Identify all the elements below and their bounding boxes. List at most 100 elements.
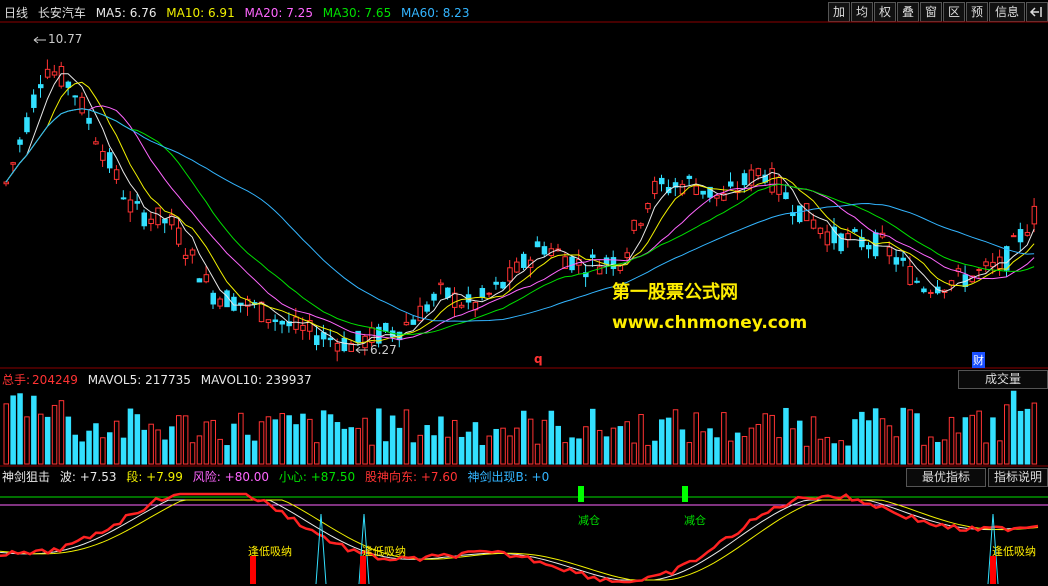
volume-bars	[3, 390, 1038, 465]
volume-bar	[590, 408, 596, 465]
candle-body	[348, 343, 354, 352]
volume-bar	[638, 414, 644, 465]
window-button[interactable]: 窗	[920, 2, 942, 22]
candle-body	[3, 181, 9, 185]
candle-body	[410, 319, 417, 325]
candle-body	[721, 193, 727, 201]
candle-body	[458, 304, 465, 308]
candle-body	[107, 152, 113, 169]
candle-body	[866, 244, 872, 250]
volume-bar	[438, 416, 444, 465]
volume-bar	[659, 419, 665, 465]
candle-body	[507, 267, 513, 282]
ma-line	[5, 108, 1035, 335]
volume-bar	[210, 419, 216, 465]
volume-bar	[217, 438, 223, 465]
volume-bar	[51, 404, 58, 465]
volume-bar	[610, 427, 617, 465]
volume-bar	[928, 436, 934, 465]
candle-body	[162, 218, 168, 224]
volume-bar	[665, 417, 672, 465]
volume-bar	[838, 440, 844, 465]
candle-body	[293, 316, 299, 330]
period-label[interactable]: 日线	[4, 6, 29, 20]
candle-body	[831, 226, 837, 244]
volume-bar	[231, 423, 237, 465]
volume-bar	[962, 417, 969, 465]
volume-bar	[203, 421, 210, 465]
candle-body	[824, 231, 831, 246]
forecast-button[interactable]: 预	[966, 2, 988, 22]
volume-bar	[458, 436, 465, 465]
volume-bar	[369, 444, 375, 465]
rights-button[interactable]: 权	[874, 2, 896, 22]
volume-bar	[976, 410, 982, 465]
watermark-url: www.chnmoney.com	[612, 313, 808, 333]
buy-signal-label: 逢低吸纳	[248, 545, 292, 558]
volume-bar	[514, 427, 520, 465]
candle-body	[258, 301, 265, 323]
buy-signal-label: 逢低吸纳	[362, 545, 406, 558]
range-button[interactable]: 区	[943, 2, 965, 22]
candle-body	[741, 173, 748, 186]
volume-bar	[969, 414, 975, 465]
candle-body	[334, 342, 341, 352]
volume-bar	[224, 445, 230, 465]
segment-line	[0, 499, 1039, 581]
volume-bar	[603, 436, 610, 465]
candle-body	[169, 214, 175, 226]
finance-marker[interactable]: 财	[972, 352, 985, 368]
volume-bar	[955, 432, 962, 465]
volume-bar	[1031, 402, 1038, 465]
volume-bar	[486, 435, 492, 465]
candle-body	[238, 302, 244, 306]
best-indicator-button[interactable]: 最优指标	[906, 468, 986, 487]
volume-bar	[555, 425, 561, 465]
volume-bar	[334, 422, 341, 465]
candle-body	[755, 168, 762, 177]
candle-body	[907, 266, 913, 285]
volume-bar	[831, 443, 837, 465]
overlay-button[interactable]: 叠	[897, 2, 919, 22]
volume-bar	[872, 408, 879, 465]
volume-bar	[762, 413, 768, 465]
sell-signal-bar	[682, 486, 688, 502]
candle-body	[603, 257, 610, 265]
volume-bar	[279, 413, 285, 465]
buy-signal-bar	[990, 556, 996, 584]
mavol5-value: MAVOL5: 217735	[87, 373, 191, 387]
candle-body	[631, 219, 637, 231]
candle-body	[17, 139, 23, 145]
candle-body	[148, 218, 154, 225]
candle-body	[24, 117, 30, 133]
candle-body	[452, 292, 458, 308]
volume-bar	[410, 442, 417, 465]
volume-bar	[714, 437, 720, 465]
add-button[interactable]: 加	[828, 2, 850, 22]
volume-bar	[721, 412, 727, 465]
volume-bar	[431, 435, 437, 465]
volume-bar	[3, 403, 9, 465]
volume-bar	[693, 412, 699, 465]
volume-bar	[907, 409, 913, 465]
volume-bar	[465, 431, 472, 465]
volume-bar	[493, 428, 499, 465]
ma-line	[5, 73, 1035, 346]
candle-body	[838, 233, 844, 252]
candle-body	[341, 337, 348, 352]
volume-bar	[169, 426, 175, 465]
volume-bar	[113, 420, 120, 465]
volume-bar	[859, 411, 865, 465]
volume-bar	[1010, 390, 1017, 465]
sell-signal-label: 减仓	[578, 514, 600, 527]
volume-bar	[617, 426, 624, 465]
indicator-help-button[interactable]: 指标说明	[988, 468, 1048, 487]
marker-q[interactable]: q	[534, 352, 543, 366]
volume-bar	[10, 395, 16, 465]
volume-indicator-button[interactable]: 成交量	[958, 370, 1048, 389]
candle-body	[120, 197, 127, 200]
volume-bar	[31, 395, 37, 465]
candle-body	[189, 249, 196, 256]
candle-body	[300, 324, 306, 331]
